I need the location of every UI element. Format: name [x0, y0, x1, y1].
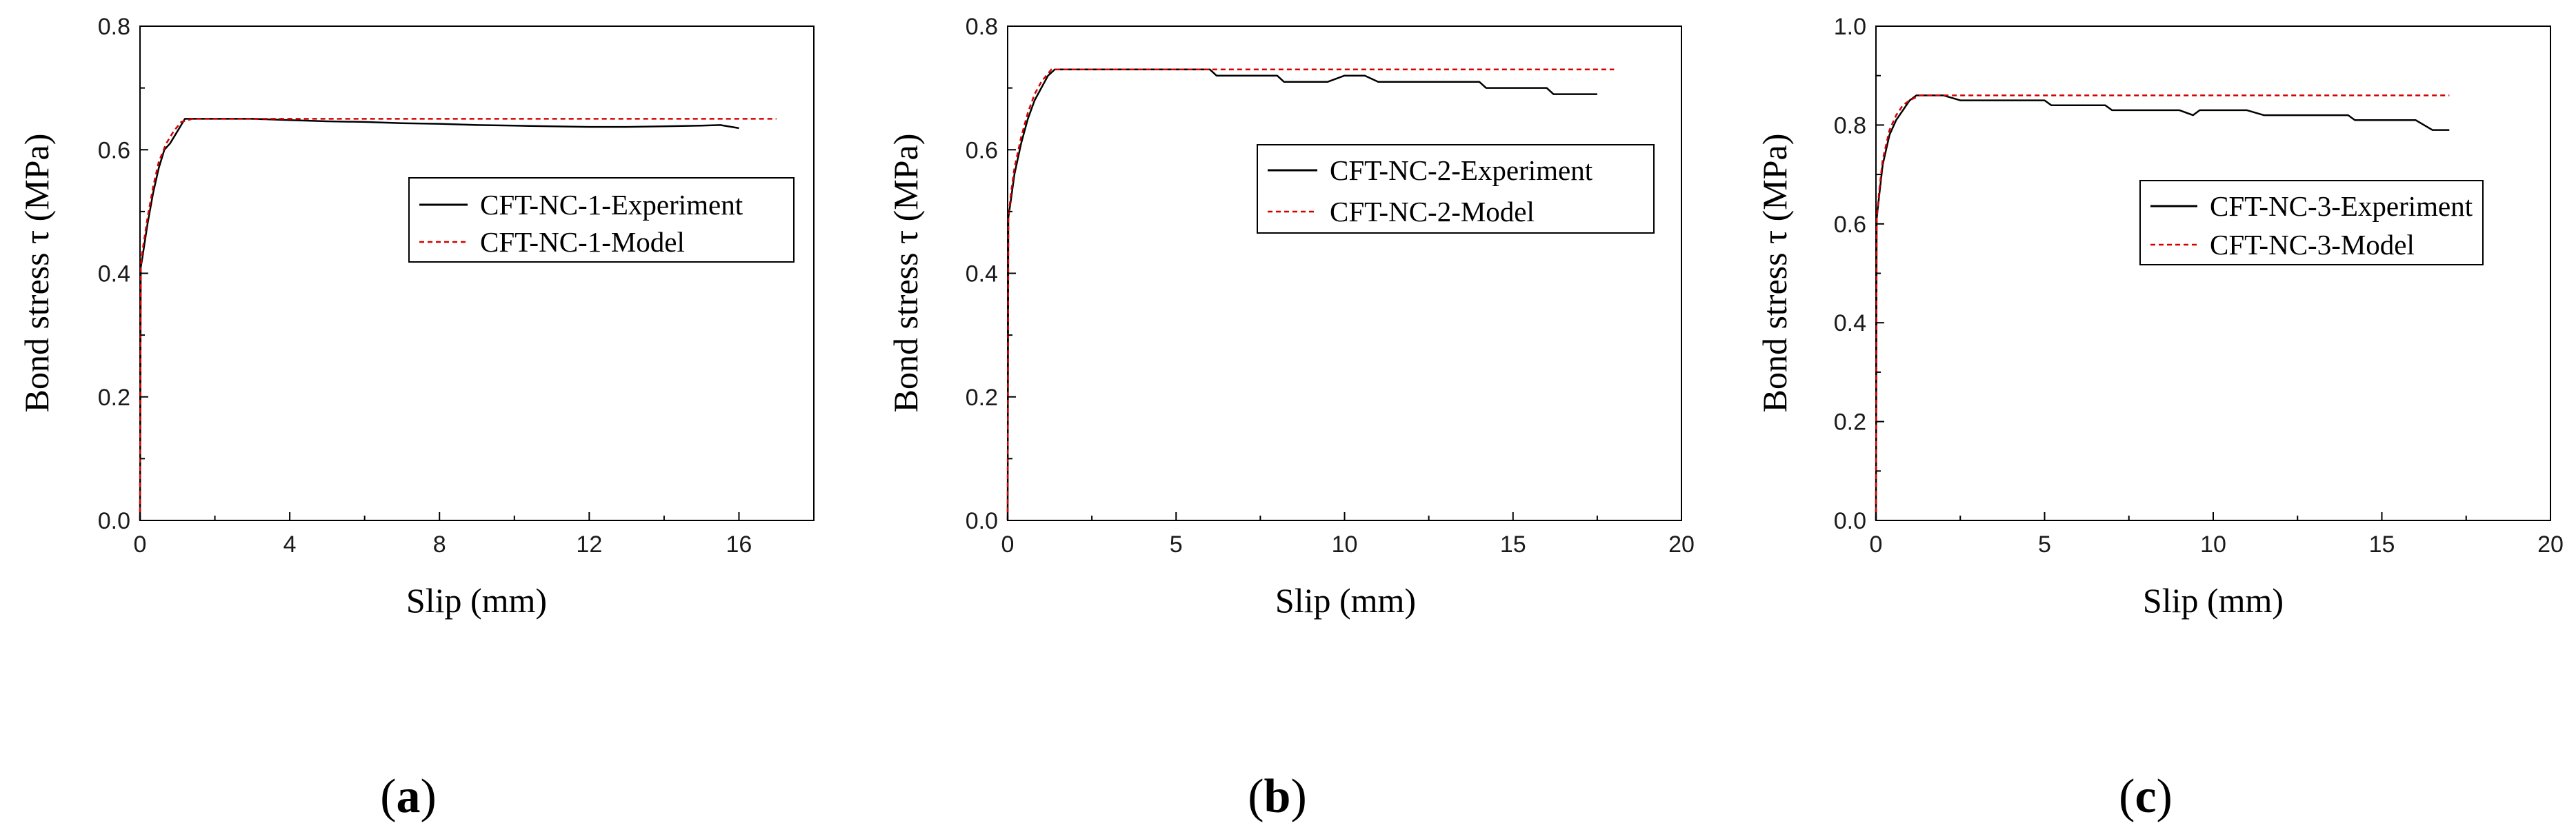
x-tick-label: 4	[283, 531, 297, 558]
chart-b: 0.0 0.2 0.4 0.6 0.8 0 5 10 15 20 Slip (mm) Bond …	[886, 14, 1695, 823]
series-line-model	[139, 118, 777, 521]
legend: CFT-NC-1-Experiment CFT-NC-1-Model	[408, 177, 795, 263]
x-ticks: 0 5 10 15 20	[1001, 512, 1695, 558]
legend: CFT-NC-3-Experiment CFT-NC-3-Model	[2139, 180, 2484, 265]
chart-c: 0.0 0.2 0.4 0.6 0.8 1.0 0 5 10 15 20 Slip (mm) Bo…	[1755, 14, 2564, 823]
legend-label-model: CFT-NC-3-Model	[2210, 229, 2415, 261]
x-axis-title: Slip (mm)	[2143, 581, 2284, 620]
y-tick-label: 1.0	[1834, 14, 1866, 40]
y-tick-label: 0.6	[1834, 212, 1866, 238]
y-tick-label: 0.8	[1834, 112, 1866, 139]
y-tick-label: 0.6	[966, 137, 998, 163]
x-tick-label: 15	[1500, 531, 1526, 558]
plot-area	[139, 118, 777, 521]
legend-box	[2139, 180, 2484, 265]
x-axis-title: Slip (mm)	[1275, 581, 1416, 620]
x-tick-label: 0	[134, 531, 147, 558]
y-ticks: 0.0 0.2 0.4 0.6 0.8	[966, 14, 1016, 534]
y-tick-label: 0.4	[1834, 310, 1866, 336]
x-tick-label: 20	[1668, 531, 1695, 558]
legend-label-experiment: CFT-NC-1-Experiment	[480, 189, 743, 221]
panel-label-c: (c)	[2119, 770, 2173, 823]
x-ticks: 0 5 10 15 20	[1870, 512, 2564, 558]
x-tick-label: 5	[1170, 531, 1183, 558]
legend-box	[1257, 144, 1655, 234]
y-tick-label: 0.2	[966, 385, 998, 411]
x-tick-label: 5	[2038, 531, 2051, 558]
y-tick-label: 0.0	[966, 508, 998, 534]
panel-label-b: (b)	[1248, 770, 1307, 823]
x-tick-label: 10	[2200, 531, 2226, 558]
y-ticks: 0.0 0.2 0.4 0.6 0.8	[98, 14, 148, 534]
x-tick-label: 10	[1332, 531, 1358, 558]
legend-label-experiment: CFT-NC-2-Experiment	[1330, 154, 1593, 186]
y-tick-label: 0.8	[98, 14, 130, 40]
plot-frame	[139, 26, 815, 521]
x-tick-label: 20	[2537, 531, 2564, 558]
x-tick-label: 15	[2369, 531, 2395, 558]
y-ticks: 0.0 0.2 0.4 0.6 0.8 1.0	[1834, 14, 1884, 534]
y-tick-label: 0.4	[98, 261, 130, 287]
x-axis-title: Slip (mm)	[406, 581, 547, 620]
legend-label-model: CFT-NC-1-Model	[480, 226, 685, 258]
legend-label-model: CFT-NC-2-Model	[1330, 196, 1535, 227]
y-axis-title: Bond stress τ (MPa)	[1755, 134, 1794, 413]
y-tick-label: 0.0	[1834, 508, 1866, 534]
y-tick-label: 0.6	[98, 137, 130, 163]
series-line-experiment	[1875, 94, 2450, 521]
plot-area	[1875, 94, 2450, 521]
y-tick-label: 0.8	[966, 14, 998, 40]
legend-label-experiment: CFT-NC-3-Experiment	[2210, 190, 2473, 222]
x-tick-label: 0	[1001, 531, 1015, 558]
y-tick-label: 0.2	[1834, 409, 1866, 436]
plot-frame	[1007, 26, 1682, 521]
series-line-model	[1875, 94, 2450, 521]
series-line-model	[1006, 68, 1615, 521]
chart-a: 0.0 0.2 0.4 0.6 0.8 0 4 8 12 16 Slip (mm) Bond s…	[17, 14, 815, 823]
legend-box	[408, 177, 795, 263]
x-tick-label: 8	[433, 531, 446, 558]
x-tick-label: 0	[1870, 531, 1883, 558]
legend: CFT-NC-2-Experiment CFT-NC-2-Model	[1257, 144, 1655, 234]
series-line-experiment	[1006, 68, 1597, 521]
y-tick-label: 0.2	[98, 385, 130, 411]
y-axis-title: Bond stress τ (MPa)	[886, 134, 925, 413]
y-axis-title: Bond stress τ (MPa)	[17, 134, 56, 413]
x-tick-label: 12	[576, 531, 602, 558]
plot-area	[1006, 68, 1615, 521]
y-tick-label: 0.0	[98, 508, 130, 534]
x-ticks: 0 4 8 12 16	[134, 512, 752, 558]
y-tick-label: 0.4	[966, 261, 998, 287]
panel-label-a: (a)	[380, 770, 437, 823]
x-tick-label: 16	[726, 531, 752, 558]
